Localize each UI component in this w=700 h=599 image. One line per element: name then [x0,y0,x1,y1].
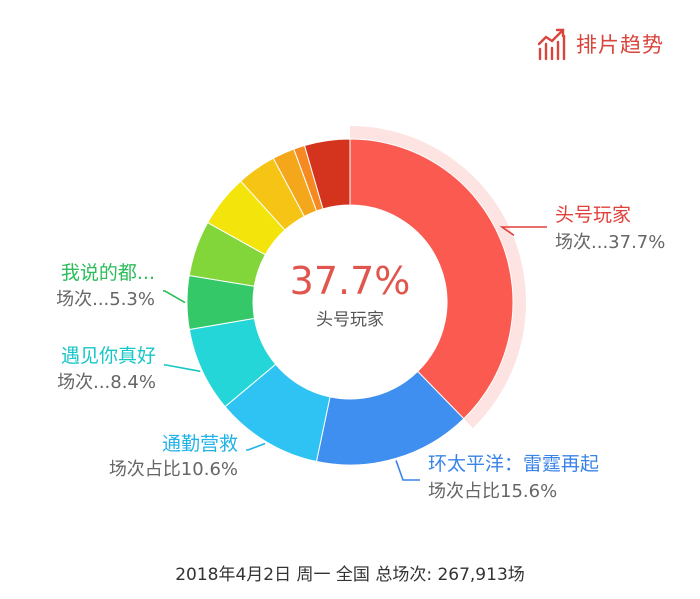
slice-sublabel-4: 场次...5.3% [56,289,155,310]
leader-line-1 [395,460,420,481]
leader-line-2 [246,442,266,451]
slice-label-0: 头号玩家 [555,204,631,226]
logo: 排片趋势 [536,26,664,62]
logo-text: 排片趋势 [576,33,664,57]
slice-label-1: 环太平洋：雷霆再起 [428,453,599,475]
footer-summary: 2018年4月2日 周一 全国 总场次: 267,913场 [175,565,525,585]
highlight-halo [350,126,527,429]
leader-line-4 [163,290,186,304]
slice-label-2: 通勤营救 [162,433,238,455]
slice-sublabel-0: 场次...37.7% [555,232,665,253]
slice-sublabel-1: 场次占比15.6% [428,481,557,502]
leader-line-3 [164,364,201,373]
slice-sublabel-3: 场次...8.4% [57,372,156,393]
leader-line-0 [499,226,547,236]
donut-slice-0[interactable] [349,138,514,420]
bar-trend-icon [537,28,566,61]
center-value: 37.7% [290,259,411,303]
donut-slice-10[interactable] [303,138,351,210]
slice-label-4: 我说的都... [61,262,155,284]
slice-label-3: 遇见你真好 [61,345,156,367]
slice-sublabel-2: 场次占比10.6% [109,459,238,480]
center-label: 头号玩家 [316,310,384,330]
donut-chart: 头号玩家场次...37.7%环太平洋：雷霆再起场次占比15.6%通勤营救场次占比… [56,126,665,502]
